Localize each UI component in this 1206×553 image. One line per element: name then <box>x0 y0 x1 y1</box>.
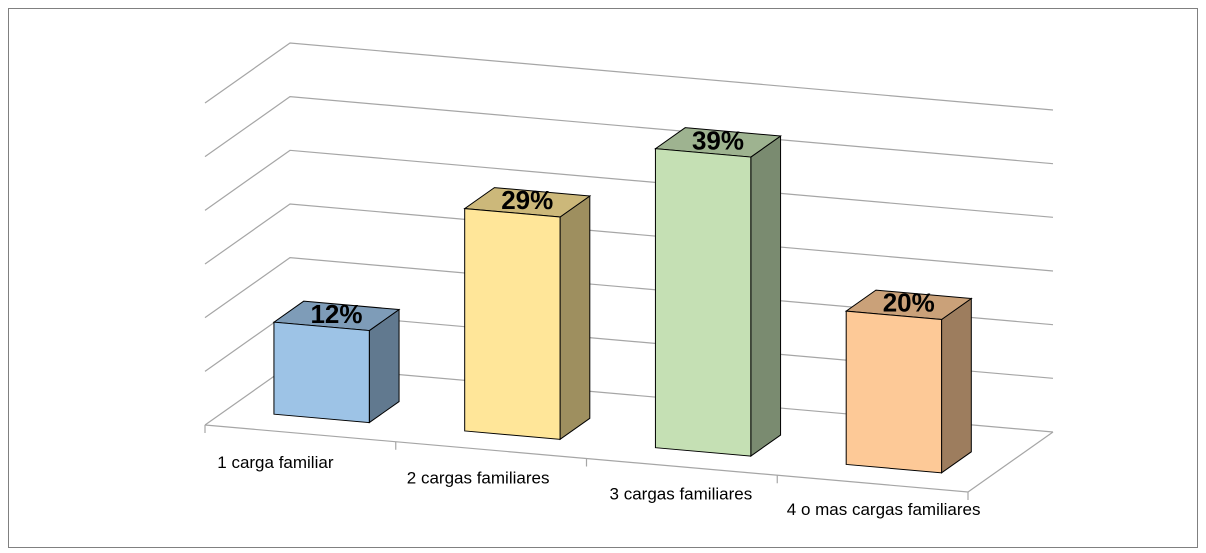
bar-side <box>559 195 591 441</box>
bar-side <box>750 135 782 458</box>
value-label: 29% <box>501 185 553 215</box>
bar <box>845 310 943 474</box>
grid-line <box>204 203 1054 272</box>
chart-border <box>8 8 1198 548</box>
x-tick-label: 2 cargas familiares <box>407 469 550 488</box>
bar <box>273 321 370 424</box>
value-label: 39% <box>692 125 744 155</box>
value-label: 20% <box>883 288 935 318</box>
x-tick-label: 4 o mas cargas familiares <box>787 500 981 519</box>
x-tick-label: 3 cargas familiares <box>610 484 753 503</box>
bar <box>654 148 752 457</box>
grid-line <box>204 96 1054 165</box>
bar <box>464 208 561 440</box>
grid-line <box>204 149 1054 218</box>
x-tick-label: 1 carga familiar <box>217 453 334 472</box>
value-label: 12% <box>310 299 362 329</box>
grid-line <box>204 257 1054 326</box>
grid-line <box>204 42 1054 111</box>
bar-side <box>941 297 972 474</box>
